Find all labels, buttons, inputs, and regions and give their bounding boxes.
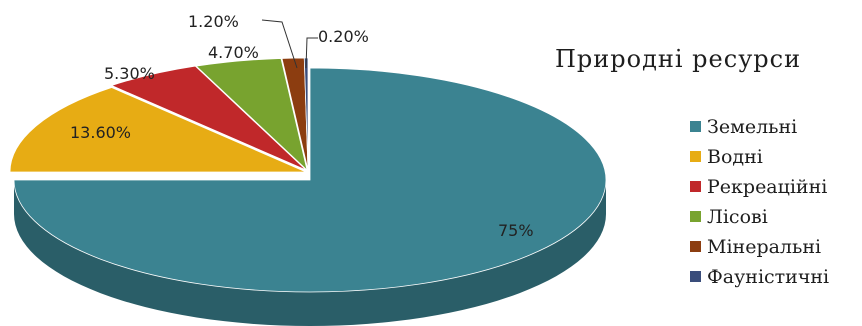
pie-slice-1 (9, 87, 307, 173)
legend-swatch-5 (690, 271, 701, 282)
data-label-2: 5.30% (104, 64, 155, 83)
pie-sides (14, 180, 606, 326)
legend-label-4: Мінеральні (707, 236, 821, 258)
legend-label-2: Рекреаційні (707, 176, 827, 198)
pie-slice-2 (110, 65, 307, 171)
legend-label-0: Земельні (707, 116, 797, 138)
leader-line-4 (261, 19, 298, 69)
data-label-1: 13.60% (70, 123, 131, 142)
data-label-3: 4.70% (208, 43, 259, 62)
pie-slice-0 (13, 67, 607, 293)
legend-label-3: Лісові (707, 206, 768, 228)
legend-label-1: Водні (707, 146, 763, 168)
legend-swatch-1 (690, 151, 701, 162)
data-label-5: 0.20% (318, 27, 369, 46)
legend-swatch-2 (690, 181, 701, 192)
leader-line-5 (305, 37, 318, 69)
legend-swatch-3 (690, 211, 701, 222)
legend-swatch-0 (690, 121, 701, 132)
legend-label-5: Фауністичні (707, 266, 829, 288)
chart-title: Природні ресурси (555, 45, 801, 73)
pie-tops (9, 57, 607, 293)
pie-slice-3 (195, 58, 308, 172)
data-label-0: 75% (498, 221, 534, 240)
legend-swatch-4 (690, 241, 701, 252)
data-label-4: 1.20% (188, 12, 239, 31)
leader-lines (261, 19, 318, 69)
legend: Земельні Водні Рекреаційні Лісові Мінеральні… (690, 116, 829, 288)
pie-side-0 (14, 180, 606, 326)
data-labels: 75% 13.60% 5.30% 4.70% 1.20% 0.20% (70, 12, 534, 240)
